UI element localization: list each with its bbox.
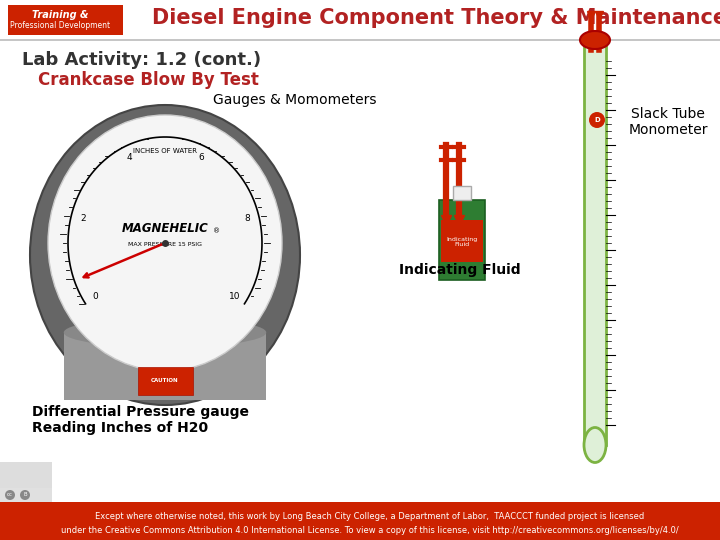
Text: cc: cc	[7, 492, 13, 497]
Text: Except where otherwise noted, this work by Long Beach City College, a Department: Except where otherwise noted, this work …	[95, 512, 644, 521]
Text: Gauges & Momometers: Gauges & Momometers	[213, 93, 377, 107]
Ellipse shape	[30, 105, 300, 405]
Bar	[0, 0, 720, 40]
Text: Indicating
Fluid: Indicating Fluid	[446, 237, 477, 247]
Bar	[584, 45, 606, 445]
Text: Slack Tube
Monometer: Slack Tube Monometer	[629, 107, 708, 137]
Text: ®: ®	[213, 228, 220, 234]
Text: Differential Pressure gauge
Reading Inches of H20: Differential Pressure gauge Reading Inch…	[32, 405, 248, 435]
Bar	[138, 367, 192, 395]
Circle shape	[5, 490, 15, 500]
Bar	[64, 333, 266, 400]
Text: Training &: Training &	[32, 10, 88, 19]
Bar	[0, 488, 52, 502]
Text: 4: 4	[126, 153, 132, 163]
Text: Crankcase Blow By Test: Crankcase Blow By Test	[38, 71, 259, 89]
Ellipse shape	[580, 31, 610, 49]
Text: INCHES OF WATER: INCHES OF WATER	[133, 148, 197, 154]
Bar	[439, 200, 485, 280]
Ellipse shape	[48, 115, 282, 371]
Ellipse shape	[64, 318, 266, 348]
Text: Professional Development: Professional Development	[9, 21, 110, 30]
Text: Diesel Engine Component Theory & Maintenance: Diesel Engine Component Theory & Mainten…	[153, 8, 720, 28]
Text: MAX PRESSURE 15 PSIG: MAX PRESSURE 15 PSIG	[128, 242, 202, 247]
Circle shape	[589, 112, 605, 128]
Text: 10: 10	[229, 293, 240, 301]
Text: Indicating Fluid: Indicating Fluid	[399, 263, 521, 277]
Bar	[0, 502, 720, 540]
Bar	[441, 220, 483, 262]
Text: B: B	[23, 492, 27, 497]
Bar	[453, 186, 471, 200]
Text: D: D	[594, 117, 600, 123]
Text: under the Creative Commons Attribution 4.0 International License. To view a copy: under the Creative Commons Attribution 4…	[61, 526, 679, 535]
Bar	[0, 462, 52, 488]
Text: CAUTION: CAUTION	[151, 379, 179, 383]
Text: 2: 2	[80, 214, 86, 223]
Text: 8: 8	[244, 214, 250, 223]
Text: MAGNEHELIC: MAGNEHELIC	[122, 221, 208, 234]
Text: 6: 6	[198, 153, 204, 163]
Text: Lab Activity: 1.2 (cont.): Lab Activity: 1.2 (cont.)	[22, 51, 261, 69]
Bar	[8, 5, 123, 35]
Ellipse shape	[584, 428, 606, 462]
Circle shape	[20, 490, 30, 500]
Text: 0: 0	[92, 293, 98, 301]
